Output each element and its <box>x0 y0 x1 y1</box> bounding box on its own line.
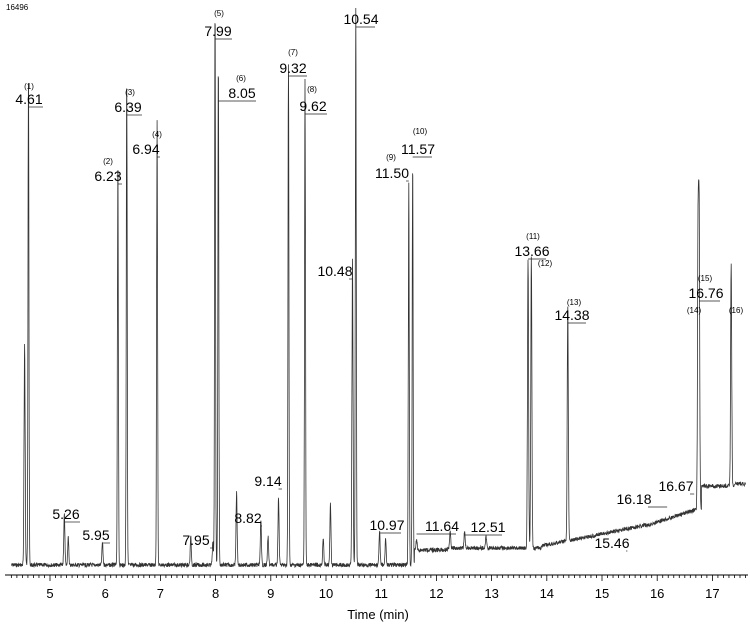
peak-rt-label: 7.95 <box>182 532 209 548</box>
peak-rt-label: 13.66 <box>514 243 549 259</box>
peak-rt-label: 6.94 <box>132 141 159 157</box>
peak-id-label: (7) <box>288 48 298 57</box>
peak-rt-label: 11.50 <box>375 165 409 181</box>
x-tick-label: 11 <box>374 586 388 601</box>
x-tick-label: 16 <box>650 586 664 601</box>
peak-rt-label: 9.62 <box>299 98 326 114</box>
x-tick-label: 5 <box>46 586 53 601</box>
peak-rt-label: 5.26 <box>52 506 79 522</box>
chromatogram-trace <box>11 7 746 569</box>
x-axis-label: Time (min) <box>347 607 409 622</box>
peak-id-label: (6) <box>236 74 246 83</box>
peak-rt-label: 6.23 <box>94 168 121 184</box>
peak-rt-label: 10.48 <box>317 263 352 279</box>
peak-id-label: (16) <box>729 306 744 315</box>
peak-id-label: (12) <box>538 259 553 268</box>
peak-id-label: (9) <box>386 153 396 162</box>
x-tick-label: 17 <box>705 586 719 601</box>
x-tick-label: 8 <box>212 586 219 601</box>
x-tick-label: 9 <box>267 586 274 601</box>
x-tick-label: 10 <box>319 586 333 601</box>
peak-id-label: (15) <box>698 274 713 283</box>
peak-rt-label: 14.38 <box>554 307 589 323</box>
peak-rt-label: 16.67 <box>658 478 693 494</box>
x-tick-label: 6 <box>102 586 109 601</box>
x-tick-label: 13 <box>484 586 498 601</box>
peak-rt-label: 15.46 <box>594 535 629 551</box>
x-tick-label: 12 <box>429 586 443 601</box>
peak-id-label: (3) <box>125 88 135 97</box>
peak-rt-label: 11.57 <box>401 141 435 157</box>
peak-rt-label: 8.82 <box>234 510 261 526</box>
figure-id: 16496 <box>6 3 29 12</box>
x-tick-label: 14 <box>540 586 554 601</box>
peak-id-label: (14) <box>687 306 702 315</box>
peak-rt-label: 7.99 <box>204 23 231 39</box>
peak-rt-label: 11.64 <box>425 518 459 534</box>
peak-rt-label: 4.61 <box>15 91 42 107</box>
peak-rt-label: 16.76 <box>688 285 723 301</box>
peak-id-label: (8) <box>307 85 317 94</box>
peak-rt-label: 5.95 <box>82 527 109 543</box>
x-tick-label: 15 <box>595 586 609 601</box>
peak-rt-label: 6.39 <box>114 99 141 115</box>
peak-rt-label: 8.05 <box>228 85 255 101</box>
peak-id-label: (2) <box>103 157 113 166</box>
peak-rt-label: 10.54 <box>343 11 378 27</box>
peak-rt-label: 16.18 <box>616 491 651 507</box>
peak-id-label: (5) <box>214 9 224 18</box>
peak-id-label: (11) <box>526 232 540 241</box>
peak-id-label: (13) <box>567 298 582 307</box>
peak-rt-label: 9.14 <box>254 473 281 489</box>
peak-id-label: (1) <box>24 82 34 91</box>
peak-rt-label: 12.51 <box>470 519 505 535</box>
x-tick-label: 7 <box>157 586 164 601</box>
peak-rt-label: 10.97 <box>369 517 404 533</box>
peak-id-label: (4) <box>152 130 162 139</box>
peak-id-label: (10) <box>413 127 428 136</box>
peak-rt-label: 9.32 <box>279 60 306 76</box>
